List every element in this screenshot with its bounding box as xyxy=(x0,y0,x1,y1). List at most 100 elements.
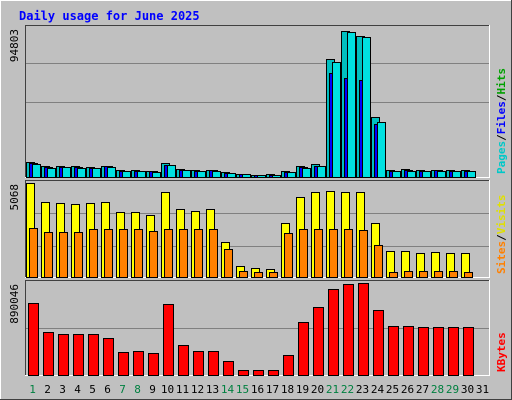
x-tick-label-day-16: 16 xyxy=(251,383,264,396)
x-tick-label-day-11: 11 xyxy=(176,383,189,396)
bar-hits-pages-day-4 xyxy=(77,168,86,178)
bar-kbytes-kbytes-day-7 xyxy=(118,352,129,376)
bar-hits-pages-day-25 xyxy=(392,171,401,178)
bar-visits-sites-day-15 xyxy=(239,271,248,278)
bar-visits-sites-day-10 xyxy=(164,229,173,278)
x-tick-label-day-26: 26 xyxy=(401,383,414,396)
series-labels-hits: Pages/Files/Hits xyxy=(495,68,508,174)
bar-kbytes-kbytes-day-29 xyxy=(448,327,459,376)
bar-hits-pages-day-12 xyxy=(197,171,206,178)
bar-hits-pages-day-2 xyxy=(47,168,56,178)
bar-visits-sites-day-29 xyxy=(449,271,458,278)
bar-visits-sites-day-6 xyxy=(104,229,113,278)
series-label-separator: / xyxy=(495,94,508,101)
series-label-kbytes: KBytes xyxy=(495,332,508,372)
x-tick-label-day-28: 28 xyxy=(431,383,444,396)
series-label-separator: / xyxy=(495,234,508,241)
bar-hits-pages-day-22 xyxy=(347,32,356,178)
bar-visits-sites-day-23 xyxy=(359,230,368,278)
bar-visits-sites-day-22 xyxy=(344,229,353,278)
bar-visits-sites-day-21 xyxy=(329,229,338,278)
bar-hits-pages-day-6 xyxy=(107,167,116,178)
x-tick-label-day-19: 19 xyxy=(296,383,309,396)
bar-kbytes-kbytes-day-22 xyxy=(343,284,354,376)
x-tick-label-day-7: 7 xyxy=(119,383,126,396)
bar-kbytes-kbytes-day-23 xyxy=(358,283,369,376)
bar-hits-pages-day-10 xyxy=(167,165,176,178)
bar-kbytes-kbytes-day-2 xyxy=(43,332,54,376)
x-tick-label-day-30: 30 xyxy=(461,383,474,396)
x-tick-label-day-1: 1 xyxy=(29,383,36,396)
bar-kbytes-kbytes-day-8 xyxy=(133,351,144,376)
bar-kbytes-kbytes-day-17 xyxy=(268,370,279,376)
bar-hits-pages-day-11 xyxy=(182,170,191,178)
bar-visits-sites-day-3 xyxy=(59,232,68,278)
x-tick-label-day-13: 13 xyxy=(206,383,219,396)
max-label-kbytes: 890046 xyxy=(8,284,21,324)
x-tick-label-day-21: 21 xyxy=(326,383,339,396)
bar-hits-pages-day-19 xyxy=(302,168,311,178)
bar-hits-pages-day-5 xyxy=(92,168,101,178)
bar-visits-sites-day-19 xyxy=(299,229,308,278)
bar-hits-pages-day-16 xyxy=(257,175,266,178)
bar-kbytes-kbytes-day-3 xyxy=(58,334,69,376)
bar-visits-sites-day-12 xyxy=(194,229,203,278)
bar-kbytes-kbytes-day-12 xyxy=(193,351,204,376)
x-tick-label-day-3: 3 xyxy=(59,383,66,396)
bar-visits-sites-day-11 xyxy=(179,229,188,278)
x-axis-labels: 1 2 3 4 5 6 7 8 9 10 11 12 13 14 15 16 17 18 19 20 21 22 23 24 2… xyxy=(29,383,489,396)
series-label-pages: Pages xyxy=(495,141,508,174)
max-label-hits: 94803 xyxy=(8,29,21,62)
bar-kbytes-kbytes-day-5 xyxy=(88,334,99,376)
x-tick-label-day-25: 25 xyxy=(386,383,399,396)
x-tick-label-day-20: 20 xyxy=(311,383,324,396)
bar-kbytes-kbytes-day-16 xyxy=(253,370,264,376)
bar-hits-pages-day-9 xyxy=(152,172,161,178)
x-tick-label-day-31: 31 xyxy=(476,383,489,396)
bar-hits-pages-day-14 xyxy=(227,173,236,178)
x-tick-label-day-8: 8 xyxy=(134,383,141,396)
x-tick-label-day-23: 23 xyxy=(356,383,369,396)
bar-visits-sites-day-14 xyxy=(224,249,233,278)
max-label-visits: 5068 xyxy=(8,184,21,211)
bar-hits-pages-day-7 xyxy=(122,171,131,178)
bar-kbytes-kbytes-day-10 xyxy=(163,304,174,376)
bar-kbytes-kbytes-day-24 xyxy=(373,310,384,376)
bar-hits-pages-day-27 xyxy=(422,171,431,178)
bar-visits-sites-day-13 xyxy=(209,229,218,278)
chart-panels: 94803Pages/Files/Hits5068Sites/Visits890… xyxy=(8,25,508,376)
bar-visits-sites-day-5 xyxy=(89,229,98,278)
bar-visits-sites-day-30 xyxy=(464,272,473,278)
bar-hits-pages-day-18 xyxy=(287,172,296,178)
x-tick-label-day-29: 29 xyxy=(446,383,459,396)
x-tick-label-day-24: 24 xyxy=(371,383,385,396)
bar-kbytes-kbytes-day-18 xyxy=(283,355,294,376)
bar-hits-pages-day-1 xyxy=(32,164,41,178)
x-tick-label-day-6: 6 xyxy=(104,383,111,396)
bar-hits-pages-day-21 xyxy=(332,62,341,178)
chart-title: Daily usage for June 2025 xyxy=(19,9,200,23)
bar-hits-pages-day-30 xyxy=(467,171,476,178)
bar-kbytes-kbytes-day-28 xyxy=(433,327,444,376)
x-tick-label-day-4: 4 xyxy=(74,383,81,396)
bar-hits-pages-day-24 xyxy=(377,122,386,178)
panel-visits: 5068 Sites/Visits xyxy=(8,180,508,278)
bar-hits-pages-day-28 xyxy=(437,171,446,178)
bar-hits-pages-day-20 xyxy=(317,166,326,178)
bar-visits-sites-day-1 xyxy=(29,228,38,278)
bar-kbytes-kbytes-day-13 xyxy=(208,351,219,376)
bar-kbytes-kbytes-day-25 xyxy=(388,326,399,376)
series-label-files: Files xyxy=(495,101,508,134)
bar-visits-sites-day-27 xyxy=(419,271,428,278)
bar-hits-pages-day-3 xyxy=(62,167,71,178)
series-labels-kbytes: KBytes xyxy=(495,332,508,372)
series-label-separator: / xyxy=(495,134,508,141)
bar-kbytes-kbytes-day-1 xyxy=(28,303,39,376)
series-label-visits: Visits xyxy=(495,195,508,235)
series-labels-visits: Sites/Visits xyxy=(495,195,508,275)
x-tick-label-day-12: 12 xyxy=(191,383,204,396)
series-label-hits: Hits xyxy=(495,68,508,95)
